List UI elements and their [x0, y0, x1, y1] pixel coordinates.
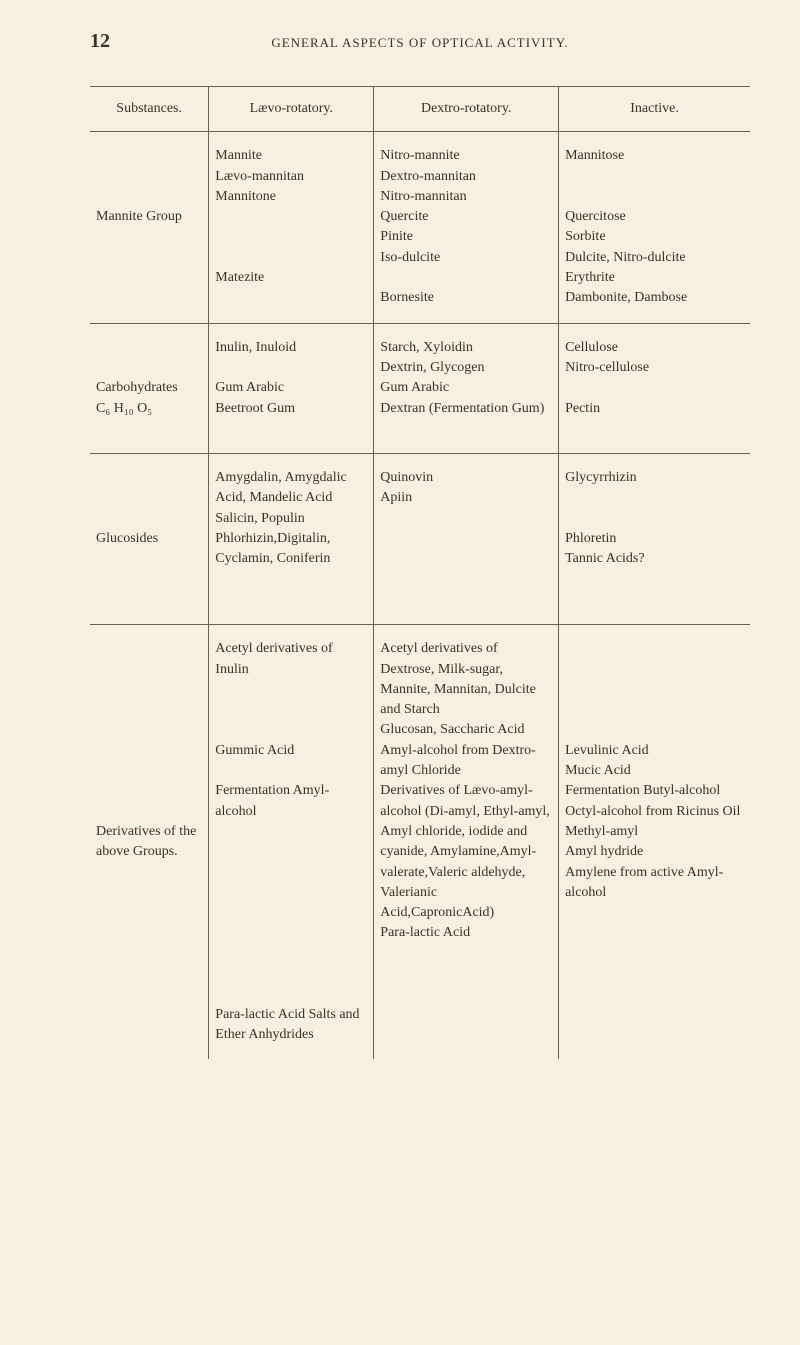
cell-text: Gummic Acid	[215, 743, 294, 758]
cell-text: Octyl-alcohol from Ricinus Oil	[565, 804, 740, 819]
cell-text: Phlorhizin,Digitalin,	[215, 531, 330, 546]
mannite-substance: Mannite Group	[90, 132, 209, 322]
header-row: Substances. Lævo-rotatory. Dextro-rotato…	[90, 87, 750, 131]
cell-text: Acetyl derivatives of Dextrose, Milk-sug…	[380, 641, 536, 717]
row-mannite: Mannite Group Mannite Lævo-mannitan Mann…	[90, 132, 750, 322]
cell-text: Acetyl derivatives of Inulin	[215, 641, 332, 676]
page-container: 12 GENERAL ASPECTS OF OPTICAL ACTIVITY. …	[0, 0, 800, 1089]
cell-text: Matezite	[215, 270, 264, 285]
header-dextro: Dextro-rotatory.	[374, 87, 559, 131]
chemistry-table: Substances. Lævo-rotatory. Dextro-rotato…	[90, 87, 750, 1059]
cell-text: Carbohydrates	[96, 380, 178, 395]
page-title: GENERAL ASPECTS OF OPTICAL ACTIVITY.	[90, 35, 750, 51]
carbo-laevo: Inulin, Inuloid Gum Arabic Beetroot Gum	[209, 324, 374, 453]
cell-text: Para-lactic Acid Salts and Ether Anhydri…	[215, 1007, 359, 1042]
gluco-substance: Glucosides	[90, 454, 209, 624]
cell-text: Quinovin	[380, 470, 433, 485]
cell-text: Dextro-mannitan	[380, 169, 476, 184]
cell-text: Amyl-alcohol from Dextro-amyl Chloride	[380, 743, 536, 778]
cell-text: Phloretin	[565, 531, 616, 546]
cell-text: Erythrite	[565, 270, 615, 285]
cell-text: Fermentation Amyl-alcohol	[215, 783, 329, 818]
deriv-substance: Derivatives of the above Groups.	[90, 625, 209, 1059]
carbo-dextro: Starch, Xyloidin Dextrin, Glycogen Gum A…	[374, 324, 559, 453]
gluco-dextro: Quinovin Apiin	[374, 454, 559, 624]
cell-text: Cellulose	[565, 340, 618, 355]
row-carbohydrates: Carbohydrates C₆ H₁₀ O₅ Inulin, Inuloid …	[90, 324, 750, 453]
cell-text: Nitro-mannite	[380, 148, 459, 163]
page-number: 12	[90, 30, 110, 53]
deriv-dextro: Acetyl derivatives of Dextrose, Milk-sug…	[374, 625, 559, 1059]
cell-text: Sorbite	[565, 229, 605, 244]
mannite-label: Mannite Group	[96, 209, 182, 224]
header-substances: Substances.	[90, 87, 209, 131]
cell-text: Derivatives of Lævo-amyl-alcohol (Di-amy…	[380, 783, 550, 920]
cell-text: Mucic Acid	[565, 763, 631, 778]
cell-text: Glucosan, Saccharic Acid	[380, 722, 524, 737]
cell-text: Cyclamin, Coniferin	[215, 551, 330, 566]
carbo-inactive: Cellulose Nitro-cellulose Pectin	[559, 324, 750, 453]
cell-text: Glycyrrhizin	[565, 470, 637, 485]
cell-text: Amyl hydride	[565, 844, 643, 859]
gluco-laevo: Amygdalin, Amygdalic Acid, Mandelic Acid…	[209, 454, 374, 624]
cell-text: Dambonite, Dambose	[565, 290, 687, 305]
cell-text: above Groups.	[96, 844, 178, 859]
header-laevo: Lævo-rotatory.	[209, 87, 374, 131]
cell-text: Pinite	[380, 229, 413, 244]
cell-text: Beetroot Gum	[215, 401, 295, 416]
cell-text: C₆ H₁₀ O₅	[96, 401, 152, 416]
row-derivatives: Derivatives of the above Groups. Acetyl …	[90, 625, 750, 1059]
cell-text: Nitro-cellulose	[565, 360, 649, 375]
cell-text: Amylene from active Amyl-alcohol	[565, 865, 723, 900]
cell-text: Nitro-mannitan	[380, 189, 466, 204]
cell-text: Mannite	[215, 148, 262, 163]
cell-text: Bornesite	[380, 290, 434, 305]
cell-text: Fermentation Butyl-alcohol	[565, 783, 720, 798]
row-glucosides: Glucosides Amygdalin, Amygdalic Acid, Ma…	[90, 454, 750, 624]
cell-text: Salicin, Populin	[215, 511, 304, 526]
gluco-inactive: Glycyrrhizin Phloretin Tannic Acids?	[559, 454, 750, 624]
carbo-substance: Carbohydrates C₆ H₁₀ O₅	[90, 324, 209, 453]
cell-text: Pectin	[565, 401, 600, 416]
cell-text: Dextrin, Glycogen	[380, 360, 484, 375]
cell-text: Derivatives of the	[96, 824, 196, 839]
cell-text: Glucosides	[96, 531, 158, 546]
cell-text: Apiin	[380, 490, 412, 505]
cell-text: Gum Arabic	[215, 380, 284, 395]
cell-text: Levulinic Acid	[565, 743, 649, 758]
cell-text: Para-lactic Acid	[380, 925, 470, 940]
mannite-dextro: Nitro-mannite Dextro-mannitan Nitro-mann…	[374, 132, 559, 322]
cell-text: Dextran (Fermentation Gum)	[380, 401, 544, 416]
cell-text: Iso-dulcite	[380, 250, 440, 265]
cell-text: Starch, Xyloidin	[380, 340, 473, 355]
cell-text: Tannic Acids?	[565, 551, 645, 566]
deriv-inactive: Levulinic Acid Mucic Acid Fermentation B…	[559, 625, 750, 1059]
cell-text: Mannitone	[215, 189, 276, 204]
deriv-laevo: Acetyl derivatives of Inulin Gummic Acid…	[209, 625, 374, 1059]
cell-text: Gum Arabic	[380, 380, 449, 395]
header-inactive: Inactive.	[559, 87, 750, 131]
cell-text: Inulin, Inuloid	[215, 340, 296, 355]
mannite-laevo: Mannite Lævo-mannitan Mannitone Matezite	[209, 132, 374, 322]
cell-text: Lævo-mannitan	[215, 169, 304, 184]
cell-text: Quercite	[380, 209, 428, 224]
cell-text: Methyl-amyl	[565, 824, 638, 839]
cell-text: Mannitose	[565, 148, 624, 163]
cell-text: Amygdalin, Amygdalic Acid, Mandelic Acid	[215, 470, 346, 505]
cell-text: Dulcite, Nitro-dulcite	[565, 250, 686, 265]
mannite-inactive: Mannitose Quercitose Sorbite Dulcite, Ni…	[559, 132, 750, 322]
cell-text: Quercitose	[565, 209, 626, 224]
